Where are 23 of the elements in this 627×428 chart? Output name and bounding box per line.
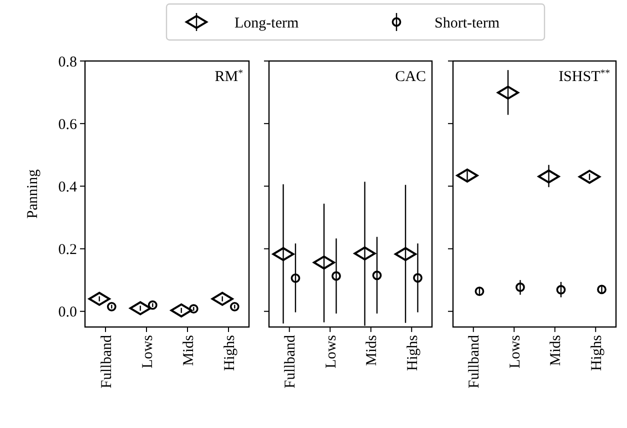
x-tick-label: Mids <box>548 334 564 366</box>
text: CAC <box>395 69 426 85</box>
x-tick-label: Fullband <box>466 334 483 388</box>
x-tick-label: Lows <box>140 334 156 368</box>
x-tick-label: Fullband <box>98 334 115 388</box>
y-tick-label: 0.8 <box>58 54 77 70</box>
text: RM$^{*}$ <box>214 68 244 85</box>
text: ISHST$^{**}$ <box>558 68 610 85</box>
y-tick-label: 0.0 <box>58 304 77 321</box>
x-tick-label: Highs <box>222 334 238 371</box>
x-tick-label: Highs <box>588 334 605 371</box>
x-tick-label: Lows <box>323 334 340 368</box>
y-tick-label: 0.4 <box>58 179 78 196</box>
x-tick-label: Fullband <box>282 334 299 388</box>
y-tick-label: 0.6 <box>58 116 78 133</box>
x-tick-label: Mids <box>364 334 380 366</box>
y-tick-label: 0.2 <box>58 242 77 258</box>
y-axis-title: Panning <box>25 168 41 219</box>
legend-label: Short-term <box>434 15 500 32</box>
legend-label: Long-term <box>234 15 299 32</box>
x-tick-label: Mids <box>180 334 197 366</box>
x-tick-label: Lows <box>507 334 524 368</box>
x-tick-label: Highs <box>404 334 421 371</box>
